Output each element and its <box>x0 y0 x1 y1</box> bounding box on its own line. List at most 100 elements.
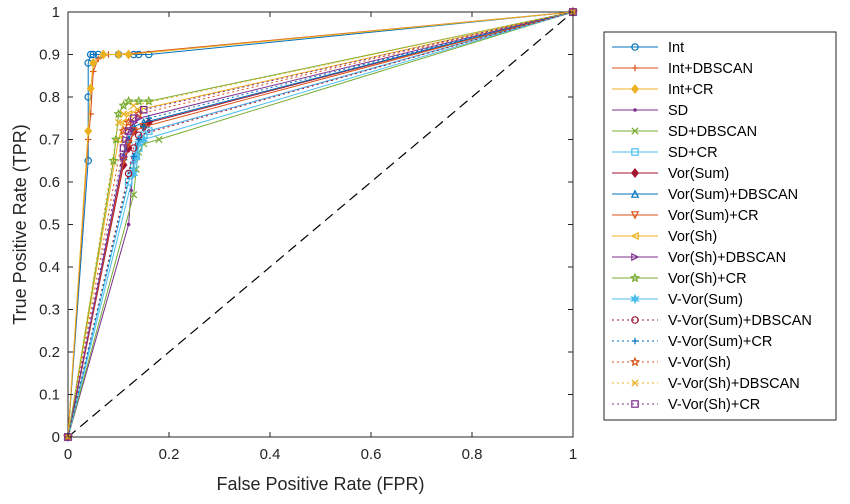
legend-label-vor-sum-dbscan: Vor(Sum)+DBSCAN <box>668 187 798 203</box>
data-point-v-vor-sh-cr <box>124 127 133 135</box>
x-tick-label: 0.6 <box>361 446 382 463</box>
legend-label-int-cr: Int+CR <box>668 82 714 98</box>
legend-marker-vor-sum-dbscan <box>630 189 640 198</box>
plot-area: 0 0.2 0.4 0.6 0.8 1 0 0.1 0.2 0.3 0.4 0.5 0.6 0.7 0.8 0… <box>39 4 579 463</box>
data-point-v-vor-sum-dbscan <box>129 144 138 152</box>
legend-entry-sd-cr: SD+CR <box>612 145 718 161</box>
data-point-v-vor-sh-dbscan <box>130 101 138 110</box>
legend-label-v-vor-sh-cr: V-Vor(Sh)+CR <box>668 397 760 413</box>
series-line-v-vor-sh-cr <box>67 11 574 438</box>
series-line-v-vor-sum <box>67 11 574 438</box>
legend-marker-int-cr <box>631 84 639 94</box>
legend-entry-v-vor-sh-cr: V-Vor(Sh)+CR <box>612 397 760 413</box>
legend-entry-vor-sum-cr: Vor(Sum)+CR <box>612 208 759 224</box>
data-point-int-dbscan <box>90 68 97 75</box>
legend-label-vor-sh: Vor(Sh) <box>668 229 717 245</box>
data-point-int-cr <box>99 49 108 60</box>
legend-marker-v-vor-sh-cr <box>631 400 639 408</box>
legend-marker-sd-dbscan <box>631 127 639 135</box>
data-point-sd-cr <box>145 127 153 135</box>
y-tick-label: 1 <box>52 4 60 21</box>
data-point-int-cr <box>124 49 133 60</box>
legend-entry-int-cr: Int+CR <box>612 82 714 98</box>
data-point-v-vor-sum-cr <box>130 153 137 160</box>
data-point-int <box>86 50 95 59</box>
legend-label-vor-sh-dbscan: Vor(Sh)+DBSCAN <box>668 250 786 266</box>
y-tick-label: 0.6 <box>39 174 60 191</box>
data-point-v-vor-sh-dbscan <box>119 110 128 118</box>
data-point-int <box>134 50 143 59</box>
legend-marker-vor-sh-dbscan <box>631 252 640 262</box>
data-point-vor-sum-cr <box>124 139 133 149</box>
legend-label-vor-sh-cr: Vor(Sh)+CR <box>668 271 747 287</box>
reference-line-layer <box>67 11 574 438</box>
legend-marker-int <box>631 43 639 51</box>
legend-marker-vor-sum-cr <box>630 211 640 220</box>
legend-label-v-vor-sum-cr: V-Vor(Sum)+CR <box>668 334 772 350</box>
data-point-vor-sum-dbscan <box>129 122 138 131</box>
y-axis-label: True Positive Rate (TPR) <box>10 124 30 324</box>
y-tick-label: 0.7 <box>39 132 60 149</box>
legend-entry-vor-sh-dbscan: Vor(Sh)+DBSCAN <box>612 250 786 266</box>
series-line-vor-sum-cr <box>67 11 574 438</box>
data-point-vor-sh-cr <box>143 95 154 106</box>
data-point-v-vor-sh-dbscan <box>114 118 123 127</box>
legend-box <box>603 31 837 421</box>
legend-entries: Int Int+DBSCAN Int+CR SD SD+DBSCAN SD+CR Vor(S… <box>612 40 812 413</box>
y-tick-label: 0.8 <box>39 89 60 106</box>
legend-marker-sd <box>633 108 637 112</box>
legend-entry-int: Int <box>612 40 684 56</box>
y-tick-label: 0.2 <box>39 344 60 361</box>
series-line-v-vor-sh <box>67 11 574 438</box>
legend-entry-int-dbscan: Int+DBSCAN <box>612 61 753 77</box>
legend-entry-vor-sum-dbscan: Vor(Sum)+DBSCAN <box>612 187 798 203</box>
data-point-v-vor-sh-cr <box>129 114 138 123</box>
x-tick-label: 1 <box>569 446 577 463</box>
legend-label-sd-dbscan: SD+DBSCAN <box>668 124 757 140</box>
data-point-v-vor-sh <box>118 125 129 136</box>
data-point-vor-sh-cr <box>110 134 122 144</box>
x-tick-label: 0.8 <box>462 446 483 463</box>
data-point-sd <box>126 222 131 227</box>
series-line-v-vor-sum-cr <box>67 11 574 438</box>
legend-entry-v-vor-sum: V-Vor(Sum) <box>612 292 743 308</box>
legend-label-v-vor-sh: V-Vor(Sh) <box>668 355 731 371</box>
legend-marker-v-vor-sh <box>629 356 641 367</box>
data-point-sd-dbscan <box>155 135 163 144</box>
data-point-vor-sh-dbscan <box>119 152 129 161</box>
data-point-vor-sh-cr <box>108 155 119 166</box>
y-tick-label: 0.9 <box>39 47 60 64</box>
legend-marker-v-vor-sh-dbscan <box>631 379 639 387</box>
data-point-vor-sh-cr <box>133 95 144 106</box>
legend-marker-v-vor-sum <box>630 293 640 305</box>
x-tick-label: 0 <box>64 446 72 463</box>
y-tick-label: 0.5 <box>39 217 60 234</box>
data-point-v-vor-sh-cr <box>119 144 128 152</box>
data-point-v-vor-sum <box>128 167 139 180</box>
legend-entry-vor-sum: Vor(Sum) <box>612 166 729 182</box>
data-point-int-cr <box>89 58 98 68</box>
series-line-v-vor-sum-dbscan <box>67 11 574 438</box>
data-point-int-cr <box>84 126 93 136</box>
y-tick-label: 0.4 <box>39 259 60 276</box>
y-tick-label: 0.3 <box>39 302 60 319</box>
data-point-v-vor-sum <box>133 138 144 150</box>
legend-entry-sd-dbscan: SD+DBSCAN <box>612 124 757 140</box>
series-line-vor-sh <box>67 11 574 438</box>
data-point-v-vor-sum-dbscan <box>124 169 133 178</box>
legend-marker-vor-sh <box>630 231 639 241</box>
series-line-vor-sh-cr <box>67 11 574 438</box>
data-point-int-cr <box>114 49 123 60</box>
series-line-vor-sh-dbscan <box>67 11 574 438</box>
legend-label-v-vor-sum-dbscan: V-Vor(Sum)+DBSCAN <box>668 313 812 329</box>
data-point-vor-sh-cr <box>113 108 124 119</box>
legend-entry-sd: SD <box>612 103 688 119</box>
series-line-int <box>67 11 574 438</box>
data-point-sd-dbscan <box>130 191 138 199</box>
legend-label-sd-cr: SD+CR <box>668 145 718 161</box>
data-point-v-vor-sum-cr <box>135 136 142 143</box>
x-tick-label: 0.4 <box>260 446 281 463</box>
data-point-int <box>89 50 98 59</box>
legend-entry-vor-sh: Vor(Sh) <box>612 229 717 245</box>
